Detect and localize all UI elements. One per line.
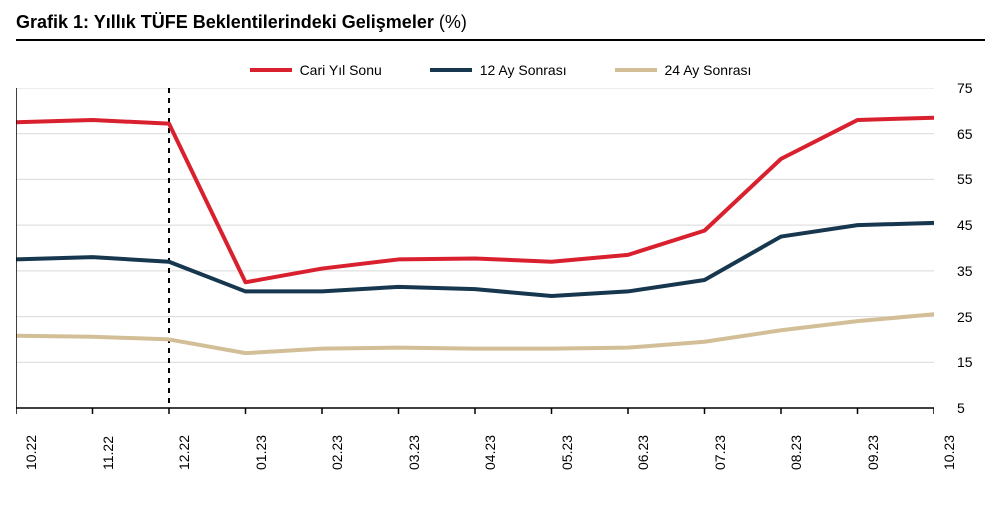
- series-cari: [16, 118, 934, 283]
- legend-label-24ay: 24 Ay Sonrası: [665, 62, 752, 78]
- y-tick-label: 15: [957, 354, 973, 370]
- plot-row: 515253545556575: [16, 88, 985, 416]
- y-tick-label: 5: [957, 400, 965, 416]
- legend-item-cari: Cari Yıl Sonu: [250, 62, 382, 78]
- x-tick-label: 09.23: [865, 435, 881, 470]
- x-tick-label: 07.23: [712, 435, 728, 470]
- x-tick-label: 04.23: [482, 435, 498, 470]
- y-axis: 515253545556575: [951, 88, 985, 408]
- legend-swatch-24ay: [615, 68, 657, 72]
- y-tick-label: 25: [957, 309, 973, 325]
- y-tick-label: 65: [957, 126, 973, 142]
- chart-title-wrap: Grafik 1: Yıllık TÜFE Beklentilerindeki …: [16, 12, 985, 41]
- x-tick-label: 02.23: [329, 435, 345, 470]
- plot-svg: [16, 88, 934, 416]
- legend-item-24ay: 24 Ay Sonrası: [615, 62, 752, 78]
- x-tick-label: 10.23: [941, 435, 957, 470]
- x-axis: 10.22 11.22 12.22 01.23 02.23 03.23 04.23 05.23…: [16, 422, 934, 478]
- legend-label-cari: Cari Yıl Sonu: [300, 62, 382, 78]
- legend: Cari Yıl Sonu 12 Ay Sonrası 24 Ay Sonras…: [16, 59, 985, 78]
- series-ay24: [16, 314, 934, 353]
- x-tick-label: 10.22: [23, 435, 39, 470]
- y-tick-label: 35: [957, 263, 973, 279]
- x-tick-label: 01.23: [253, 435, 269, 470]
- y-tick-label: 75: [957, 80, 973, 96]
- chart-container: Grafik 1: Yıllık TÜFE Beklentilerindeki …: [0, 0, 1001, 514]
- chart-title-paren: (%): [439, 12, 467, 32]
- plot-area: [16, 88, 951, 416]
- x-tick-label: 08.23: [788, 435, 804, 470]
- y-tick-label: 45: [957, 217, 973, 233]
- x-tick-label: 03.23: [406, 435, 422, 470]
- legend-item-12ay: 12 Ay Sonrası: [430, 62, 567, 78]
- x-tick-label: 05.23: [559, 435, 575, 470]
- chart-title-bold: Grafik 1: Yıllık TÜFE Beklentilerindeki …: [16, 12, 434, 32]
- x-tick-label: 06.23: [635, 435, 651, 470]
- legend-swatch-12ay: [430, 68, 472, 72]
- legend-label-12ay: 12 Ay Sonrası: [480, 62, 567, 78]
- chart-title: Grafik 1: Yıllık TÜFE Beklentilerindeki …: [16, 12, 467, 32]
- x-tick-label: 12.22: [176, 435, 192, 470]
- legend-swatch-cari: [250, 68, 292, 72]
- y-tick-label: 55: [957, 171, 973, 187]
- x-tick-label: 11.22: [100, 436, 116, 470]
